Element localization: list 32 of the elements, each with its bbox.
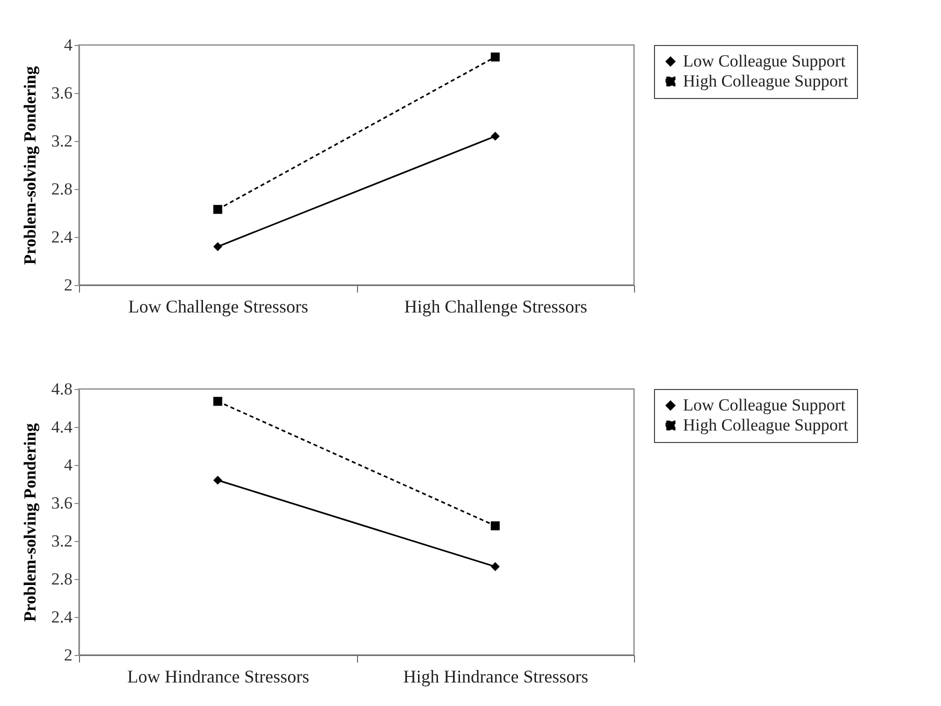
- y-tick-label: 3.6: [51, 84, 72, 102]
- legend-label: High Colleague Support: [683, 72, 849, 90]
- y-axis-title: Problem-solving Pondering: [20, 422, 40, 622]
- y-axis-title: Problem-solving Pondering: [20, 66, 40, 265]
- y-tick-label: 4: [64, 456, 73, 474]
- x-tick-label: High Challenge Stressors: [404, 296, 588, 316]
- y-tick-label: 4: [64, 36, 73, 54]
- y-tick-label: 4.4: [51, 418, 73, 436]
- point: [213, 476, 222, 485]
- point: [213, 396, 222, 406]
- legend-label: High Colleague Support: [683, 416, 849, 434]
- y-tick-label: 3.6: [51, 494, 72, 512]
- point: [490, 562, 500, 572]
- y-tick-label: 2.8: [51, 570, 72, 588]
- y-tick-label: 2: [64, 276, 72, 294]
- y-tick-label: 4.8: [51, 380, 72, 398]
- legend-label: Low Colleague Support: [683, 52, 846, 70]
- point: [213, 204, 222, 214]
- point: [490, 521, 500, 530]
- point: [213, 242, 222, 252]
- x-tick-label: Low Challenge Stressors: [128, 296, 308, 316]
- y-tick-label: 3.2: [51, 532, 72, 550]
- y-tick-label: 2.8: [51, 180, 72, 198]
- y-tick-label: 2.4: [51, 228, 73, 246]
- y-tick-label: 3.2: [51, 132, 72, 150]
- legend-label: Low Colleague Support: [683, 396, 846, 414]
- point: [490, 52, 500, 62]
- point: [490, 132, 500, 141]
- y-tick-label: 2: [64, 646, 72, 664]
- x-tick-label: High Hindrance Stressors: [403, 666, 588, 686]
- y-tick-label: 2.4: [51, 608, 73, 626]
- x-tick-label: Low Hindrance Stressors: [127, 666, 310, 686]
